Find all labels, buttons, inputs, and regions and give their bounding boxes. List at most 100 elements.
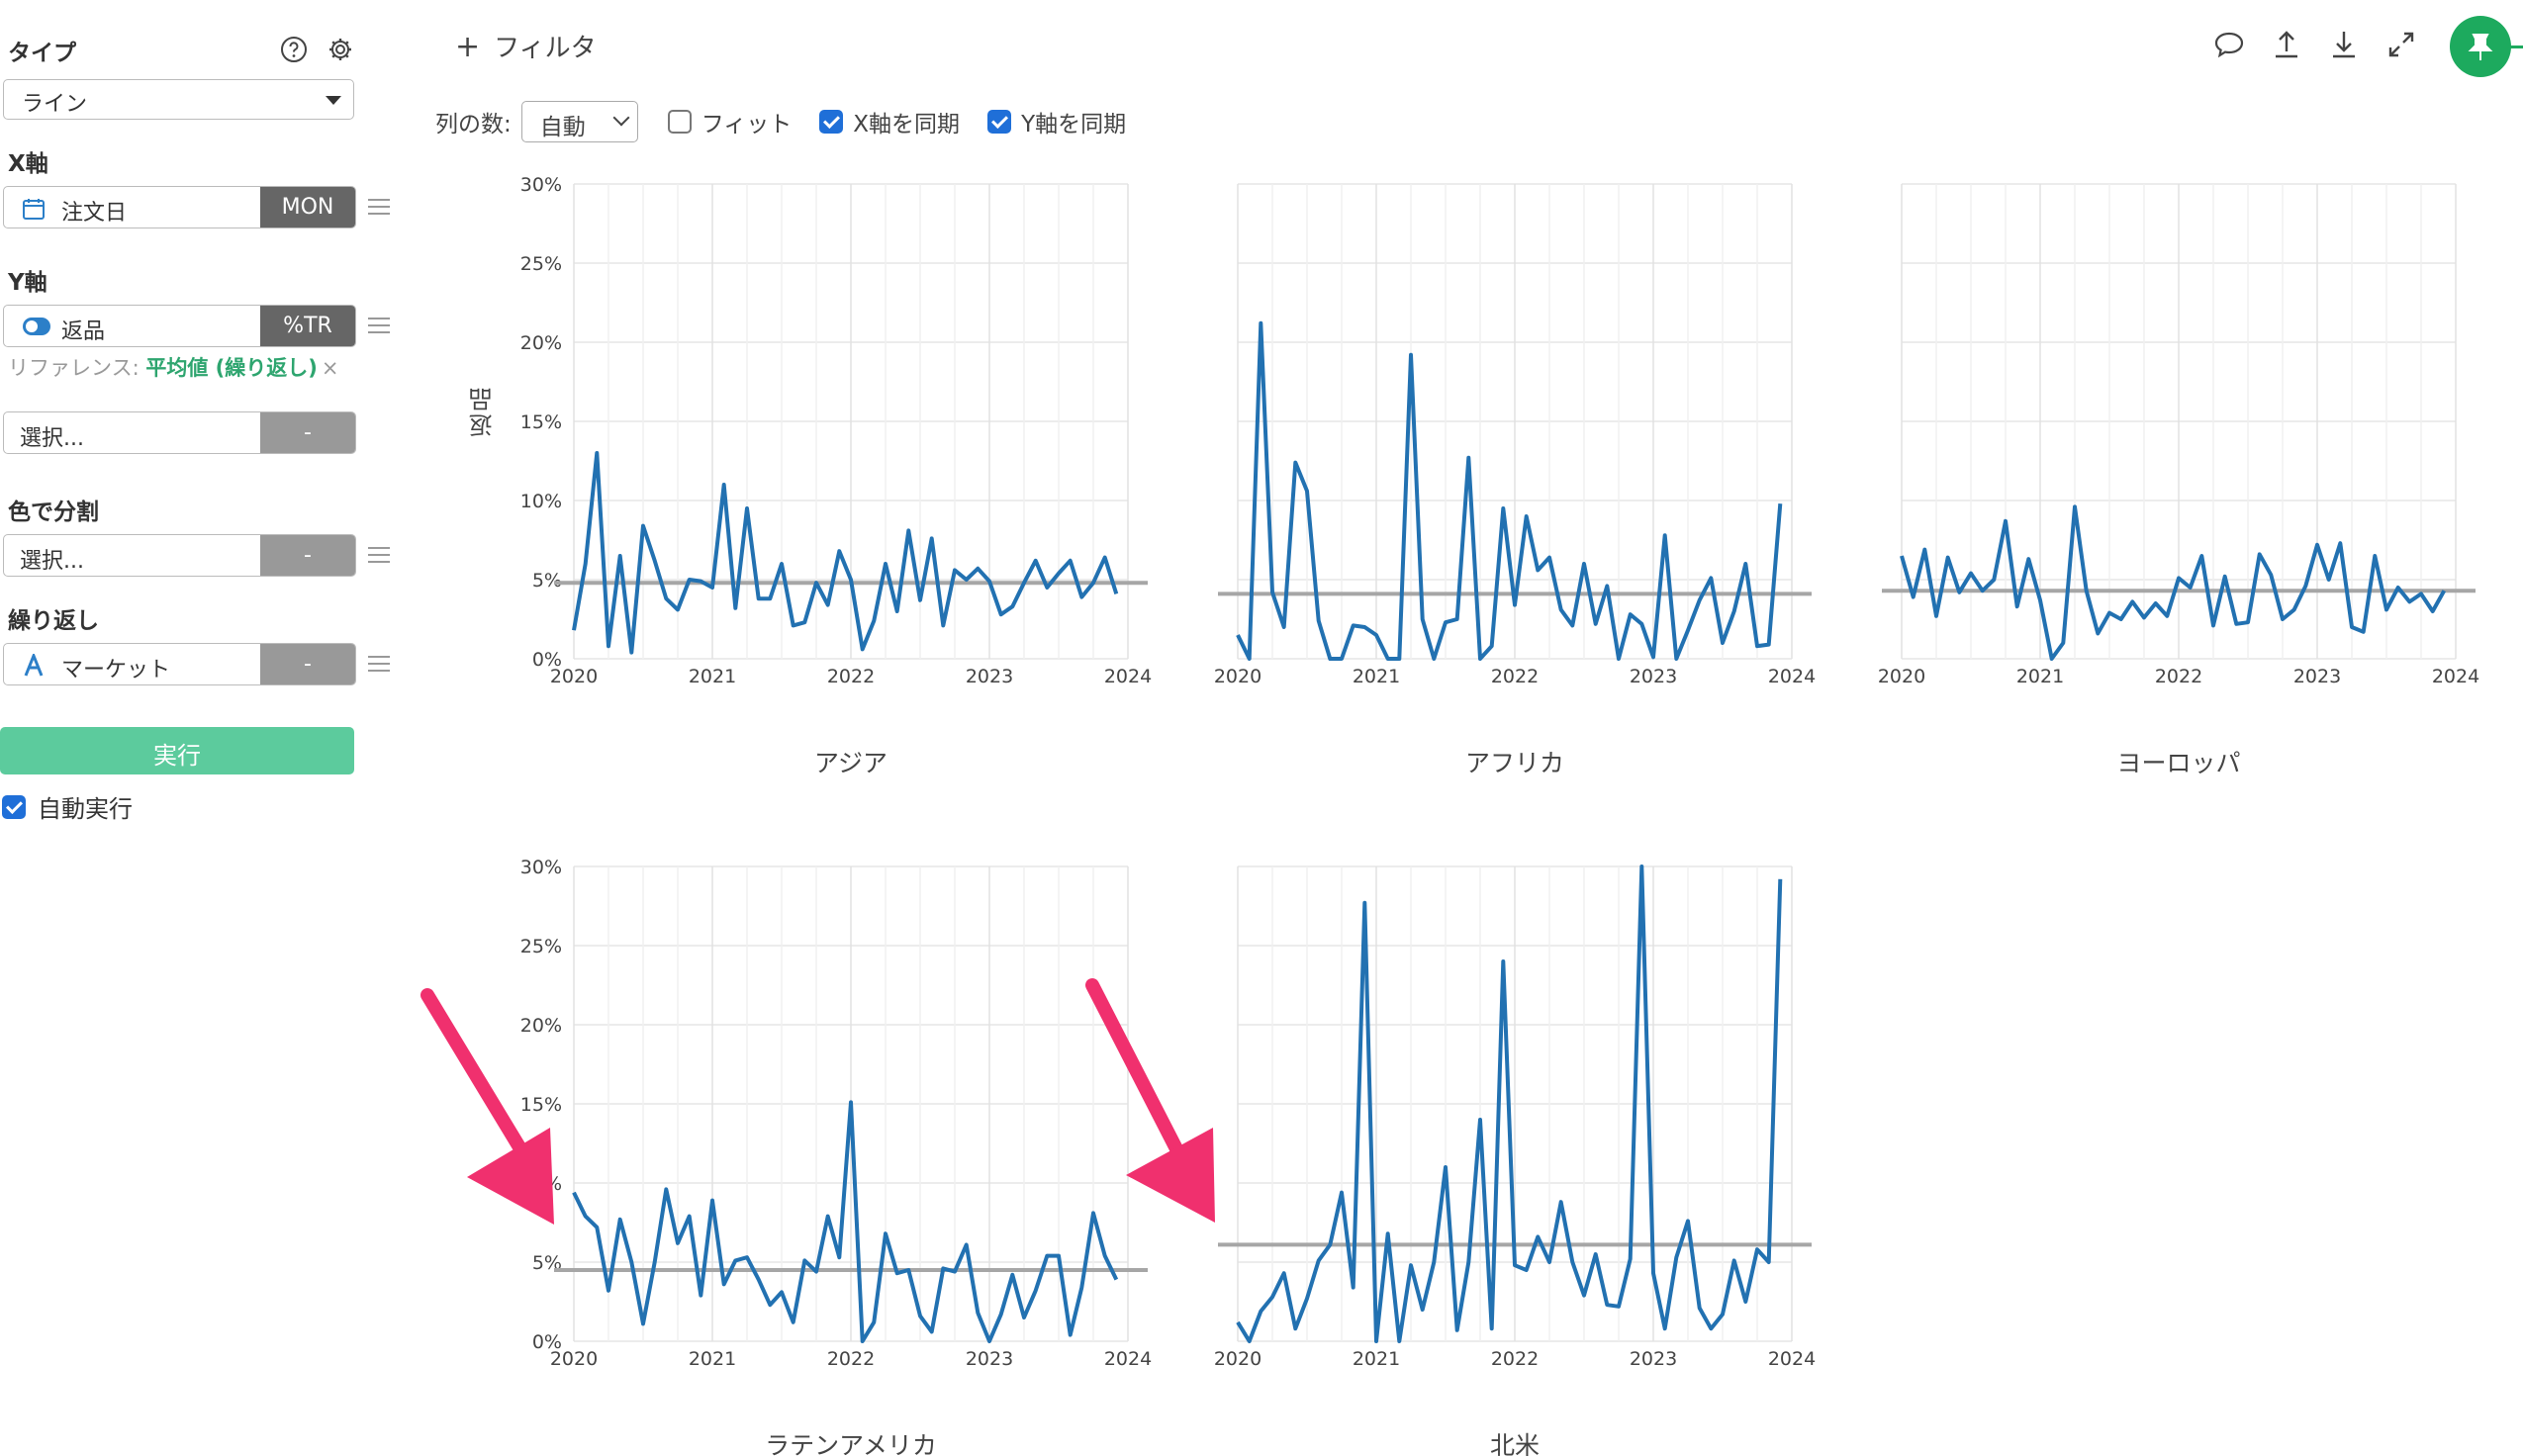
y-tick-label: 20% (520, 1015, 562, 1037)
upload-icon[interactable] (2270, 28, 2303, 61)
series-line (572, 1100, 1119, 1343)
x-axis-label: X軸 (8, 151, 48, 177)
x-tick-label: 2024 (1768, 666, 1816, 687)
x-tick-label: 2022 (1491, 666, 1539, 687)
fit-option[interactable]: フィット (667, 105, 792, 138)
x-tick-label: 2022 (1491, 1348, 1539, 1370)
chart-plot: 0%5%10%15%20%25%30%2020 2021 2022 2023 2024 (520, 174, 1152, 687)
series-line (1236, 320, 1783, 661)
help-icon[interactable] (280, 36, 308, 63)
color-split-menu-icon[interactable] (368, 547, 390, 565)
x-tick-label: 2021 (1353, 666, 1400, 687)
x-tick-label: 2024 (2432, 666, 2479, 687)
toggle-icon (23, 318, 50, 335)
x-tick-label: 2024 (1768, 1348, 1816, 1370)
filter-label: フィルタ (494, 34, 597, 63)
panel-title: アフリカ (1464, 749, 1564, 777)
chevron-down-icon (612, 109, 630, 127)
download-icon[interactable] (2327, 28, 2361, 61)
y-tick-label: 30% (520, 174, 562, 196)
fit-checkbox[interactable] (667, 110, 692, 134)
grid (1237, 865, 1793, 1342)
y-tick-label: 25% (520, 253, 562, 275)
extra-select-tag: - (260, 412, 355, 453)
chart-panel: 2020 2021 2022 2023 2024 (1214, 183, 1816, 687)
auto-run-checkbox[interactable] (2, 794, 26, 819)
sync-y-label: Y軸を同期 (1021, 112, 1127, 137)
x-tick-label: 2020 (1214, 1348, 1262, 1370)
x-axis-field[interactable]: 注文日 MON (3, 186, 356, 228)
panel-title: ヨーロッパ (2116, 749, 2241, 777)
x-tick-label: 2023 (966, 1348, 1013, 1370)
color-split-label: 色で分割 (8, 500, 99, 525)
comment-icon[interactable] (2212, 28, 2246, 61)
x-tick-label: 2023 (1630, 666, 1677, 687)
y-tick-label: 10% (520, 491, 562, 512)
sync-x-option[interactable]: X軸を同期 (819, 105, 960, 138)
columns-value: 自動 (539, 115, 586, 140)
chart-panel: 0% 5% 10% 15% 20% 25% 30% 2020 2021 2022 2023 2024 (520, 174, 1152, 687)
extra-select-value: 選択... (20, 426, 84, 451)
y-axis-field[interactable]: 返品 %TR (3, 305, 356, 347)
x-tick-label: 2020 (1878, 666, 1925, 687)
chart-plot: 2020 2021 2022 2023 2024 (1214, 864, 1816, 1370)
x-axis-menu-icon[interactable] (368, 199, 390, 217)
chart-options: 列の数: 自動 フィット X軸を同期 Y軸を同期 (435, 101, 1154, 142)
auto-run-option[interactable]: 自動実行 (2, 789, 133, 824)
repeat-label: 繰り返し (8, 608, 99, 634)
pin-button[interactable] (2450, 16, 2511, 77)
gear-icon[interactable] (327, 36, 354, 63)
sync-x-label: X軸を同期 (853, 112, 961, 137)
y-tick-label: 20% (520, 332, 562, 354)
chart-type-value: ライン (22, 92, 88, 117)
reference-value[interactable]: 平均値 (繰り返し) (145, 356, 318, 380)
reference-close-icon[interactable]: × (321, 356, 339, 380)
x-tick-label: 2021 (689, 1348, 736, 1370)
add-filter-button[interactable]: + フィルタ (455, 28, 597, 64)
x-tick-label: 2022 (827, 666, 875, 687)
x-tick-label: 2023 (966, 666, 1013, 687)
type-label: タイプ (8, 41, 76, 66)
color-split-field[interactable]: 選択... - (3, 534, 356, 577)
sync-x-checkbox[interactable] (819, 110, 844, 134)
x-field-name: 注文日 (61, 201, 128, 226)
text-type-icon (24, 654, 44, 677)
y-aggregation-tag[interactable]: %TR (260, 306, 355, 346)
y-axis-title: 返品 (469, 386, 497, 437)
sync-y-option[interactable]: Y軸を同期 (987, 105, 1126, 138)
settings-panel: タイプ ライン X軸 注文日 MON Y軸 返品 %TR リファレンス: 平均値… (0, 0, 390, 1456)
grid (1237, 183, 1793, 660)
chart-plot: 0%5%10%15%20%25%30%2020 2021 2022 2023 2024 (520, 857, 1152, 1370)
chart-plot: 2020 2021 2022 2023 2024 (1214, 183, 1816, 687)
series-line (572, 451, 1119, 655)
repeat-field-name: マーケット (61, 658, 171, 682)
run-button[interactable]: 実行 (0, 727, 354, 774)
plus-icon: + (455, 30, 481, 64)
columns-select[interactable]: 自動 (520, 101, 638, 142)
y-axis-menu-icon[interactable] (368, 318, 390, 335)
x-tick-label: 2022 (2155, 666, 2202, 687)
x-tick-label: 2021 (1353, 1348, 1400, 1370)
x-tick-label: 2020 (1214, 666, 1262, 687)
x-aggregation-tag[interactable]: MON (260, 187, 355, 228)
x-tick-label: 2022 (827, 1348, 875, 1370)
repeat-tag: - (260, 644, 355, 684)
y-tick-label: 25% (520, 936, 562, 957)
reference-prefix: リファレンス: (8, 356, 146, 380)
expand-icon[interactable] (2384, 28, 2418, 61)
x-tick-label: 2023 (2293, 666, 2341, 687)
x-tick-label: 2024 (1104, 666, 1152, 687)
color-split-tag: - (260, 535, 355, 576)
y-tick-label: 30% (520, 857, 562, 878)
x-tick-label: 2020 (550, 1348, 598, 1370)
repeat-field[interactable]: マーケット - (3, 643, 356, 685)
grid (1901, 183, 2457, 660)
chart-type-select[interactable]: ライン (3, 79, 354, 120)
pin-icon (2468, 34, 2493, 60)
series-line (1900, 504, 2447, 661)
repeat-menu-icon[interactable] (368, 656, 390, 674)
y-tick-label: 15% (520, 411, 562, 433)
sync-y-checkbox[interactable] (987, 110, 1012, 134)
y-tick-label: 5% (532, 570, 562, 592)
extra-select-field[interactable]: 選択... - (3, 411, 356, 454)
